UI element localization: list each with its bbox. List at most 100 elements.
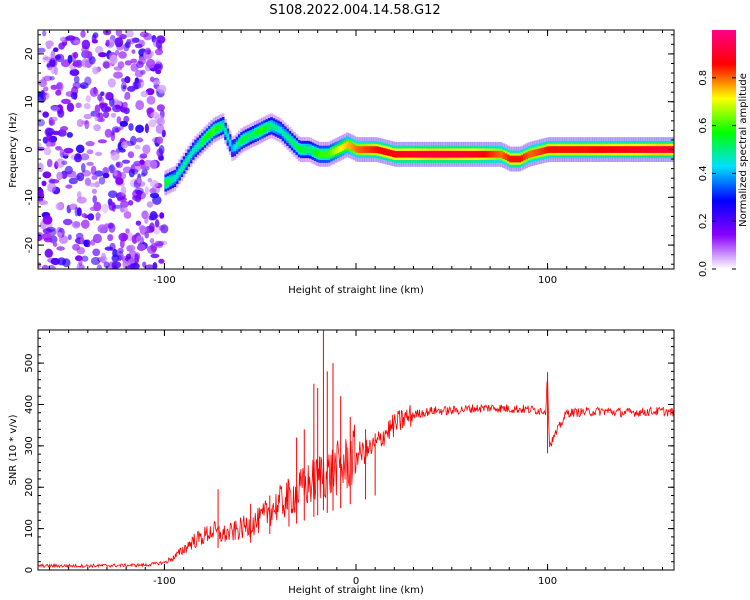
noise-blob (156, 104, 165, 112)
ridge-cell (343, 142, 347, 150)
noise-blob (85, 50, 93, 59)
noise-blob (118, 232, 129, 242)
ridge-cell (334, 147, 338, 154)
noise-blob (92, 32, 99, 39)
ridge-cell (392, 150, 395, 158)
noise-blob (100, 91, 105, 96)
ridge-cell (419, 150, 423, 158)
noise-blob (150, 180, 159, 188)
noise-blob (83, 102, 91, 110)
noise-blob (110, 112, 117, 118)
noise-blob (70, 92, 78, 100)
noise-blob (117, 196, 127, 202)
ridge-cell (215, 125, 218, 133)
noise-blob (134, 70, 144, 78)
noise-blob (83, 113, 93, 120)
noise-blob (154, 219, 160, 228)
noise-blob (71, 221, 81, 229)
noise-blob (142, 144, 151, 155)
ridge-cell (426, 150, 430, 158)
ridge-cell (472, 150, 476, 158)
ridge-cell (341, 143, 344, 151)
noise-blob (110, 151, 120, 161)
noise-blob (156, 117, 165, 126)
noise-blob (154, 240, 164, 247)
noise-blob (120, 185, 127, 196)
spectrogram-heatmap (38, 30, 674, 269)
noise-blob (56, 82, 63, 90)
noise-blob (76, 119, 84, 127)
noise-blob (143, 159, 154, 168)
ridge-cell (359, 146, 363, 153)
noise-blob (136, 61, 144, 68)
ridge-cell (401, 150, 404, 158)
ridge-cell (364, 146, 367, 153)
spectrogram-ylabel: Frequency (Hz) (8, 112, 19, 188)
y-tick-label: 200 (24, 478, 35, 497)
ridge-cell (263, 125, 266, 133)
ridge-cell (286, 133, 289, 141)
ridge-cell (293, 140, 296, 148)
noise-blob (137, 177, 142, 184)
ridge-cell (307, 146, 310, 153)
noise-blob (139, 153, 148, 159)
noise-blob (147, 177, 153, 183)
ridge-cell (626, 146, 630, 153)
noise-blob (72, 61, 80, 67)
noise-blob (128, 168, 135, 178)
noise-blob (115, 177, 124, 185)
ridge-cell (438, 150, 441, 158)
noise-blob (140, 172, 146, 177)
ridge-cell (261, 126, 264, 134)
ridge-cell (300, 146, 303, 153)
ridge-cell (180, 165, 184, 172)
noise-blob (130, 58, 138, 64)
ridge-cell (601, 146, 604, 153)
noise-blob (121, 159, 131, 164)
ridge-cell (277, 125, 280, 133)
noise-blob (42, 171, 52, 179)
y-tick-label: 500 (24, 354, 35, 373)
noise-blob (150, 253, 160, 259)
ridge-cell (647, 146, 650, 153)
noise-blob (50, 84, 58, 90)
noise-blob (38, 262, 42, 268)
noise-blob (149, 187, 157, 194)
noise-blob (83, 239, 89, 247)
noise-blob (66, 102, 75, 113)
noise-blob (76, 172, 85, 182)
ridge-cell (244, 134, 248, 142)
noise-blob (128, 38, 136, 45)
ridge-cell (350, 143, 354, 151)
noise-blob (75, 102, 82, 109)
noise-blob (46, 158, 53, 168)
ridge-cell (251, 131, 255, 138)
ridge-cell (548, 146, 551, 153)
noise-blob (102, 172, 110, 179)
ridge-cell (479, 150, 482, 158)
ridge-cell (387, 149, 390, 156)
ridge-cell (628, 146, 632, 153)
noise-blob (144, 186, 149, 195)
ridge-cell (217, 124, 220, 132)
ridge-cell (569, 146, 572, 153)
noise-blob (59, 148, 65, 158)
noise-blob (86, 149, 94, 155)
noise-blob (158, 225, 166, 231)
noise-blob (115, 104, 121, 110)
noise-blob (156, 136, 164, 144)
ridge-cell (640, 146, 643, 153)
noise-blob (144, 231, 149, 239)
ridge-cell (210, 128, 213, 136)
noise-blob (93, 124, 101, 132)
noise-blob (113, 71, 123, 79)
ridge-cell (454, 150, 457, 158)
spectrogram-xlabel: Height of straight line (km) (288, 285, 424, 296)
noise-blob (103, 261, 110, 269)
noise-blob (144, 47, 151, 55)
ridge-cell (258, 127, 262, 135)
colorbar-tick-label: 0.2 (698, 213, 709, 229)
ridge-cell (612, 146, 616, 153)
ridge-cell (440, 150, 443, 158)
